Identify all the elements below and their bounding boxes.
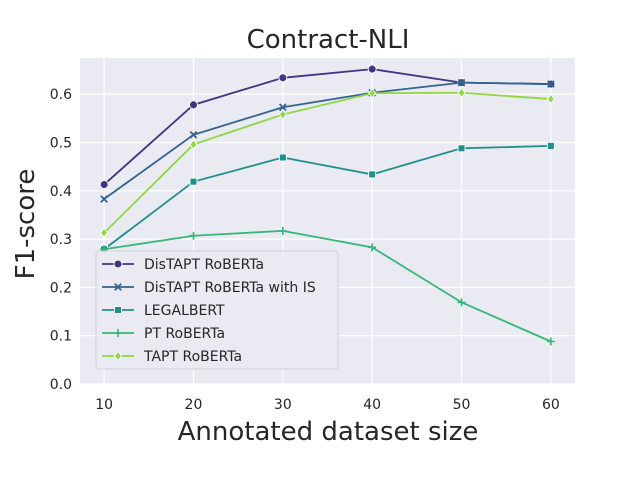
data-point — [368, 170, 377, 179]
y-tick-label: 0.0 — [50, 377, 72, 393]
legend-item: LEGALBERT — [102, 303, 225, 319]
x-tick-label: 10 — [95, 397, 113, 413]
legend-label: LEGALBERT — [144, 303, 225, 319]
y-tick-label: 0.3 — [50, 232, 72, 248]
series-line — [103, 144, 551, 250]
legend-item: TAPT RoBERTa — [102, 349, 242, 365]
data-point — [547, 80, 555, 88]
y-tick-label: 0.4 — [50, 184, 72, 200]
data-point — [189, 100, 198, 110]
data-point — [546, 93, 555, 105]
data-point — [278, 109, 287, 120]
x-tick-label: 40 — [363, 397, 381, 413]
legend-label: TAPT RoBERTa — [143, 349, 242, 365]
y-tick-label: 0.6 — [50, 87, 72, 103]
legend-item: PT RoBERTa — [102, 326, 225, 342]
data-point — [100, 195, 108, 203]
data-point — [546, 141, 555, 150]
x-tick-labels: 10 20 30 40 50 60 — [95, 397, 560, 413]
legend: DisTAPT RoBERTa DisTAPT RoBERTa with IS LE… — [95, 250, 339, 370]
legend-item: DisTAPT RoBERTa — [102, 257, 264, 273]
legend-item: DisTAPT RoBERTa with IS — [102, 280, 316, 296]
series-4 — [100, 87, 555, 239]
data-point — [99, 180, 109, 189]
series-line — [103, 229, 552, 343]
y-axis-title: F1-score — [11, 169, 41, 280]
legend-marker — [114, 283, 122, 291]
data-point — [367, 64, 377, 74]
data-point — [546, 337, 555, 346]
data-point — [189, 231, 198, 240]
legend-marker — [113, 259, 123, 269]
data-point — [189, 130, 198, 139]
series-3 — [100, 226, 555, 346]
data-point — [278, 226, 287, 235]
series-line — [103, 81, 551, 200]
x-tick-label: 50 — [453, 397, 471, 413]
x-tick-label: 30 — [274, 397, 292, 413]
legend-box — [95, 250, 339, 370]
series-group — [99, 64, 556, 346]
data-point — [457, 144, 466, 153]
data-point — [457, 78, 466, 87]
y-tick-labels: 0.0 0.1 0.2 0.3 0.4 0.5 0.6 — [50, 87, 72, 393]
x-tick-label: 20 — [185, 397, 203, 413]
chart-title: Contract-NLI — [247, 25, 410, 55]
series-line — [103, 91, 551, 234]
x-tick-label: 60 — [542, 397, 560, 413]
y-tick-label: 0.2 — [50, 280, 72, 296]
legend-marker — [114, 306, 122, 314]
data-point — [368, 243, 377, 252]
data-point — [457, 87, 466, 99]
x-axis-title: Annotated dataset size — [178, 417, 479, 447]
legend-label: DisTAPT RoBERTa — [144, 257, 264, 273]
data-point — [189, 139, 198, 150]
legend-label: PT RoBERTa — [144, 326, 225, 342]
data-point — [189, 177, 198, 186]
legend-marker — [114, 329, 122, 337]
series-1 — [100, 78, 555, 203]
data-point — [278, 73, 288, 83]
y-tick-label: 0.5 — [50, 136, 72, 152]
data-point — [457, 298, 466, 307]
y-tick-label: 0.1 — [50, 329, 72, 345]
data-point — [368, 88, 377, 99]
data-point — [100, 227, 109, 239]
data-point — [278, 103, 287, 112]
legend-label: DisTAPT RoBERTa with IS — [144, 280, 316, 296]
legend-marker — [113, 350, 123, 362]
data-point — [278, 153, 287, 162]
